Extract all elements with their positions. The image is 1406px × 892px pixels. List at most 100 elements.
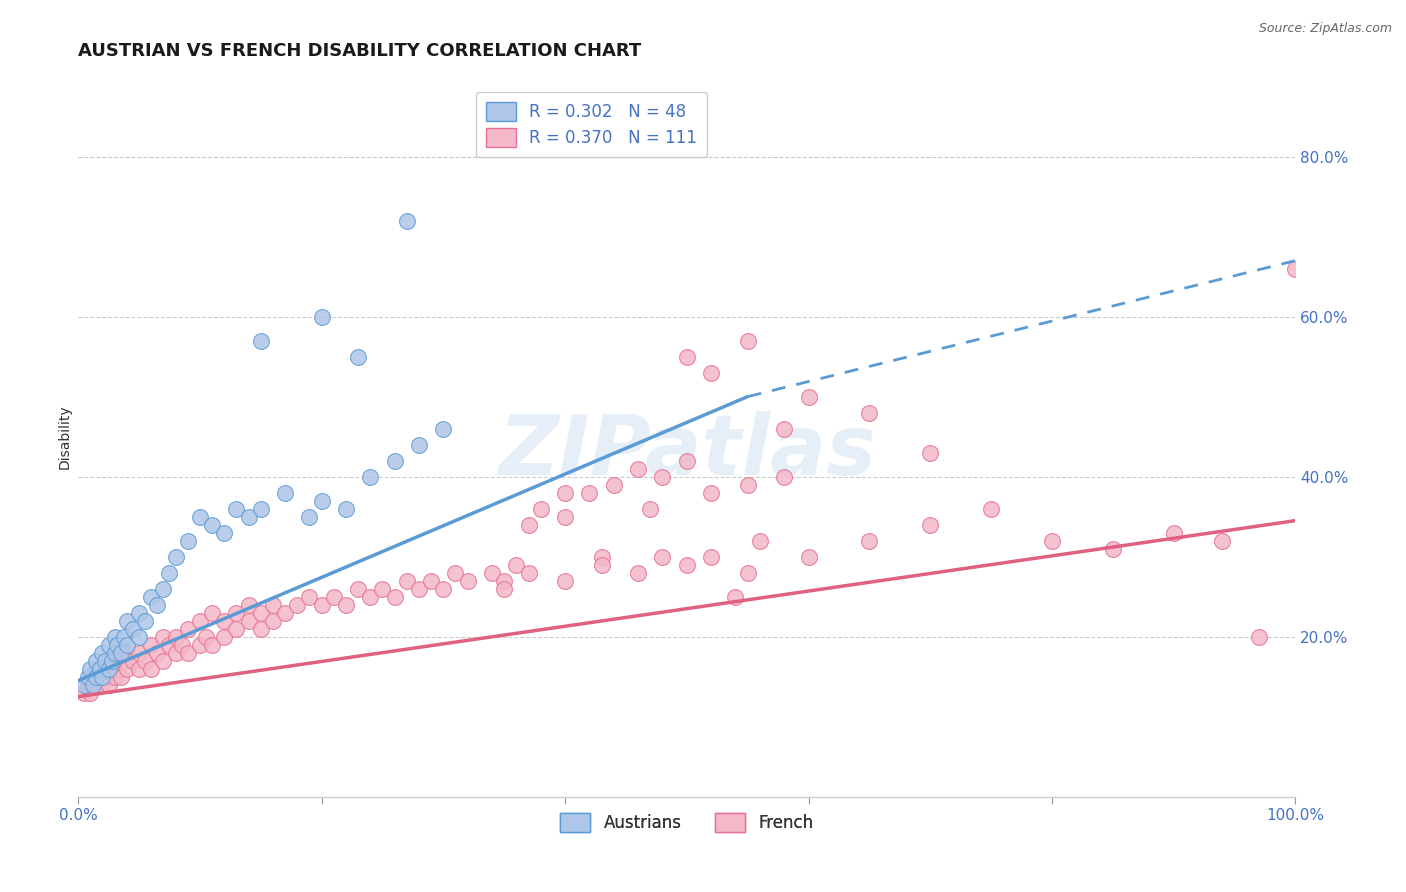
- Point: [737, 334, 759, 348]
- Point: [188, 638, 211, 652]
- Point: [89, 670, 111, 684]
- Point: [494, 582, 516, 596]
- Point: [675, 453, 697, 467]
- Point: [134, 654, 156, 668]
- Point: [101, 662, 124, 676]
- Point: [311, 598, 333, 612]
- Point: [225, 501, 247, 516]
- Point: [110, 646, 132, 660]
- Point: [724, 590, 747, 604]
- Point: [165, 646, 187, 660]
- Point: [554, 485, 576, 500]
- Point: [152, 654, 174, 668]
- Point: [176, 646, 198, 660]
- Point: [1102, 541, 1125, 556]
- Point: [457, 574, 479, 588]
- Point: [76, 678, 98, 692]
- Point: [249, 622, 271, 636]
- Point: [165, 630, 187, 644]
- Point: [176, 533, 198, 548]
- Point: [110, 670, 132, 684]
- Point: [94, 654, 117, 668]
- Point: [89, 662, 111, 676]
- Point: [225, 606, 247, 620]
- Point: [420, 574, 443, 588]
- Y-axis label: Disability: Disability: [58, 404, 72, 469]
- Point: [128, 646, 150, 660]
- Point: [249, 501, 271, 516]
- Point: [797, 390, 820, 404]
- Point: [700, 549, 723, 564]
- Point: [86, 662, 108, 676]
- Point: [159, 566, 181, 580]
- Point: [1040, 533, 1063, 548]
- Point: [97, 654, 120, 668]
- Point: [86, 654, 108, 668]
- Point: [104, 630, 127, 644]
- Point: [122, 622, 145, 636]
- Point: [773, 422, 796, 436]
- Point: [91, 678, 114, 692]
- Point: [262, 614, 284, 628]
- Point: [104, 670, 127, 684]
- Point: [371, 582, 394, 596]
- Point: [675, 350, 697, 364]
- Point: [79, 662, 101, 676]
- Point: [384, 453, 406, 467]
- Point: [146, 598, 169, 612]
- Point: [858, 533, 880, 548]
- Point: [505, 558, 527, 572]
- Point: [980, 501, 1002, 516]
- Point: [152, 630, 174, 644]
- Point: [920, 517, 942, 532]
- Point: [773, 469, 796, 483]
- Point: [73, 678, 96, 692]
- Point: [517, 566, 540, 580]
- Point: [86, 678, 108, 692]
- Point: [347, 350, 370, 364]
- Point: [395, 574, 418, 588]
- Point: [384, 590, 406, 604]
- Point: [104, 654, 127, 668]
- Point: [298, 590, 321, 604]
- Point: [920, 445, 942, 459]
- Point: [627, 461, 650, 475]
- Point: [79, 686, 101, 700]
- Point: [359, 469, 381, 483]
- Point: [112, 654, 135, 668]
- Point: [322, 590, 344, 604]
- Point: [359, 590, 381, 604]
- Point: [700, 366, 723, 380]
- Point: [94, 670, 117, 684]
- Point: [115, 638, 138, 652]
- Point: [675, 558, 697, 572]
- Point: [627, 566, 650, 580]
- Point: [554, 509, 576, 524]
- Point: [152, 582, 174, 596]
- Point: [82, 678, 104, 692]
- Point: [176, 622, 198, 636]
- Point: [188, 614, 211, 628]
- Point: [238, 614, 260, 628]
- Point: [201, 517, 224, 532]
- Point: [603, 477, 626, 491]
- Point: [128, 606, 150, 620]
- Point: [201, 638, 224, 652]
- Point: [651, 549, 673, 564]
- Point: [105, 662, 128, 676]
- Point: [274, 485, 297, 500]
- Legend: Austrians, French: Austrians, French: [554, 806, 820, 838]
- Point: [238, 509, 260, 524]
- Point: [298, 509, 321, 524]
- Point: [432, 422, 454, 436]
- Point: [1211, 533, 1233, 548]
- Point: [188, 509, 211, 524]
- Point: [408, 582, 430, 596]
- Point: [1284, 261, 1306, 276]
- Text: ZIPatlas: ZIPatlas: [498, 410, 876, 491]
- Point: [700, 485, 723, 500]
- Point: [141, 590, 163, 604]
- Point: [591, 549, 613, 564]
- Point: [578, 485, 600, 500]
- Point: [432, 582, 454, 596]
